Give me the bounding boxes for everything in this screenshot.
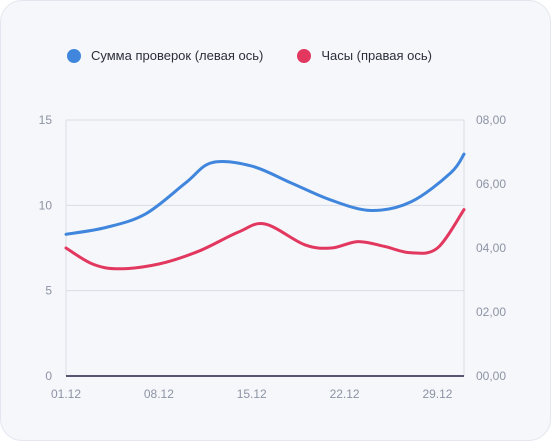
series-line-hours: [64, 208, 466, 271]
right-tick-06,00: 06,00: [476, 177, 506, 191]
x-tick-01.12: 01.12: [51, 387, 81, 401]
right-tick-04,00: 04,00: [476, 241, 506, 255]
left-tick-5: 5: [45, 284, 52, 298]
legend: Сумма проверок (левая ось) Часы (правая …: [67, 48, 432, 63]
legend-item-checks[interactable]: Сумма проверок (левая ось): [67, 48, 263, 63]
left-tick-10: 10: [39, 198, 53, 212]
x-tick-15.12: 15.12: [237, 387, 267, 401]
right-tick-02,00: 02,00: [476, 305, 506, 319]
right-tick-08,00: 08,00: [476, 113, 506, 127]
x-tick-22.12: 22.12: [330, 387, 360, 401]
series-line-checks: [64, 152, 466, 236]
legend-item-hours[interactable]: Часы (правая ось): [297, 48, 432, 63]
x-tick-29.12: 29.12: [422, 387, 452, 401]
legend-dot-checks: [67, 48, 81, 63]
legend-label-hours: Часы (правая ось): [321, 48, 432, 63]
legend-label-checks: Сумма проверок (левая ось): [91, 48, 264, 63]
left-tick-15: 15: [39, 113, 53, 127]
right-tick-00,00: 00,00: [476, 369, 506, 383]
left-tick-0: 0: [45, 369, 52, 383]
legend-dot-hours: [297, 48, 312, 63]
x-tick-08.12: 08.12: [144, 387, 174, 401]
